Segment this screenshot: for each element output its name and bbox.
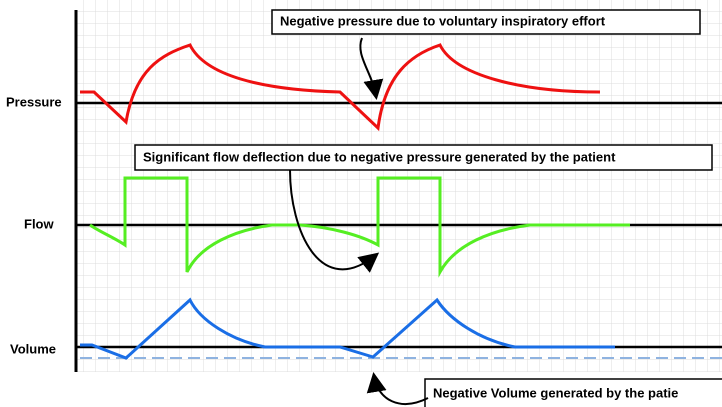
grid xyxy=(75,0,722,372)
pressure-wave xyxy=(80,43,601,132)
annotation-arrow xyxy=(366,372,429,405)
annotation-arrow xyxy=(359,37,384,100)
flow-wave xyxy=(89,176,630,278)
annotation-box xyxy=(271,9,701,35)
annotation-box xyxy=(134,144,713,171)
annotation-text: Negative pressure due to voluntary inspi… xyxy=(280,13,606,28)
trace-label: Pressure xyxy=(6,94,62,109)
annotation-text: Negative Volume generated by the patie xyxy=(433,385,678,400)
annotation-box xyxy=(424,378,722,407)
volume-wave xyxy=(80,297,615,360)
annotation-text: Significant flow deflection due to negat… xyxy=(143,149,616,164)
trace-label: Volume xyxy=(10,341,56,356)
annotation-arrow xyxy=(289,169,380,273)
trace-label: Flow xyxy=(24,216,54,231)
